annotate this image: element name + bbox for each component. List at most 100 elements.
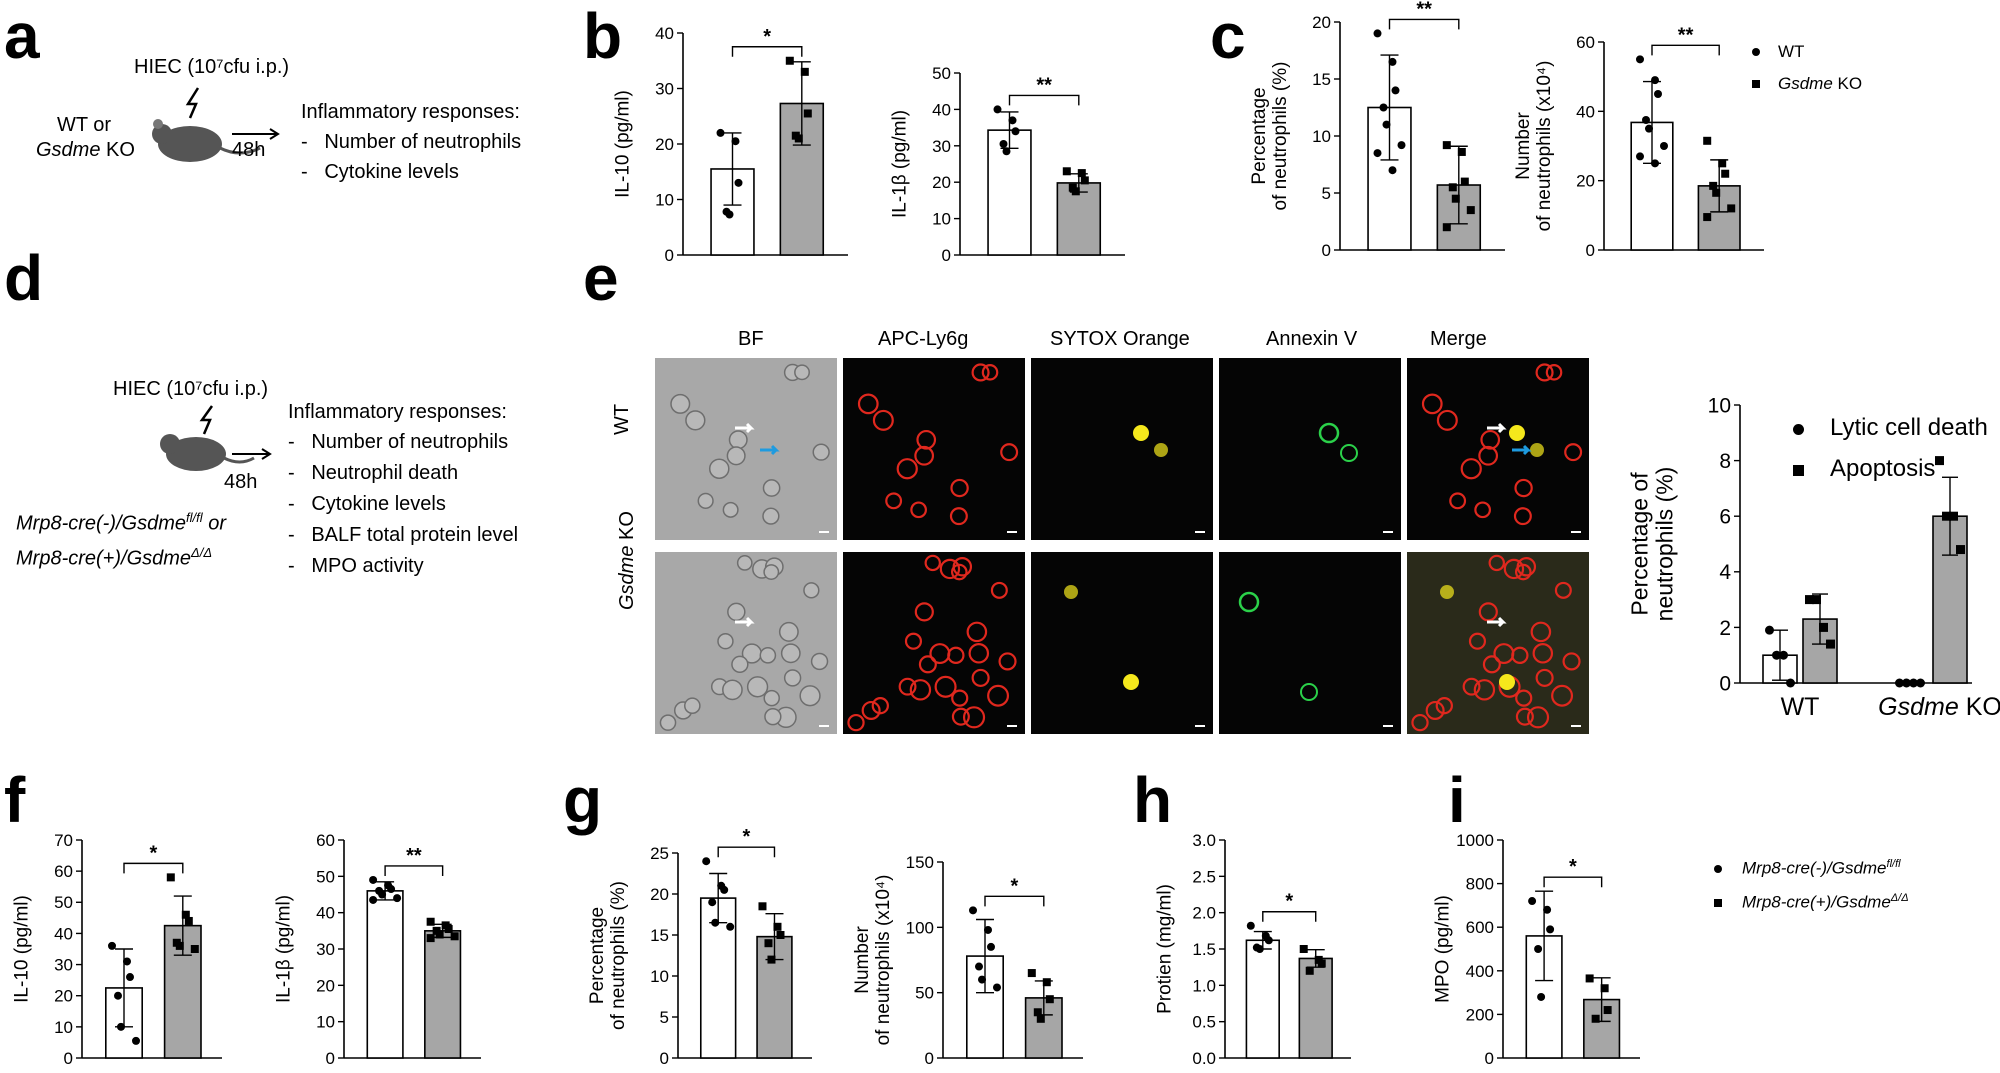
cell <box>981 364 999 381</box>
y-tick-label: 20 <box>1576 172 1595 191</box>
cell <box>762 507 780 525</box>
y-tick-label: 50 <box>54 893 73 912</box>
micrograph-background <box>1407 358 1589 540</box>
data-point <box>1786 678 1795 688</box>
data-point <box>1603 1006 1612 1015</box>
chart-c2: 0 20 40 60 Numberof neutrophils (x10⁴) ** <box>1513 24 1764 260</box>
significance-bracket <box>1388 18 1460 30</box>
y-axis-label: IL-10 (pg/ml) <box>613 90 634 198</box>
y-tick-label: 60 <box>1576 33 1595 52</box>
y-axis-label: Percentageof neutrophils (%) <box>587 881 629 1030</box>
cell <box>968 643 990 664</box>
significance-bracket <box>384 865 444 876</box>
bar <box>1245 939 1280 1059</box>
micrograph <box>655 358 837 540</box>
data-point <box>731 137 740 146</box>
column-label: SYTOX Orange <box>1050 328 1190 350</box>
data-point <box>166 873 175 882</box>
annexin-cell <box>1340 444 1358 462</box>
y-tick-label: 70 <box>54 831 73 850</box>
data-point <box>369 895 378 904</box>
y-tick-label: 40 <box>655 24 674 43</box>
data-point <box>1651 159 1659 168</box>
y-tick-label: 20 <box>316 976 335 995</box>
y-tick-label: 2 <box>1719 617 1731 640</box>
chart-f2: 0 10 20 30 40 50 60 IL-1β (pg/ml) ** <box>274 831 481 1068</box>
y-tick-label: 10 <box>316 1013 335 1032</box>
bar <box>1298 957 1333 1059</box>
column-label: BF <box>738 328 764 350</box>
responses-title: Inflammatory responses: <box>301 101 520 123</box>
data-point <box>1537 992 1546 1001</box>
cell <box>950 478 969 498</box>
y-axis-label-line: neutrophils (%) <box>1652 467 1678 622</box>
y-tick-label: 50 <box>316 867 335 886</box>
data-point <box>175 941 184 950</box>
data-point <box>369 875 378 884</box>
dead-cell <box>1064 585 1078 599</box>
y-tick-label: 0 <box>1586 241 1595 260</box>
legend-label-wt: WT <box>1778 42 1805 61</box>
chart-b1: 0 10 20 30 40 IL-10 (pg/ml) * <box>613 24 848 265</box>
legend-label-apoptosis: Apoptosis <box>1830 455 1936 482</box>
data-point <box>803 109 812 118</box>
y-axis-label-line: IL-1β (pg/ml) <box>890 110 911 218</box>
y-tick-label: 5 <box>660 1008 669 1027</box>
cell <box>966 621 988 643</box>
panel-letter-f: f <box>4 764 26 836</box>
micrograph-background <box>1031 358 1213 540</box>
micrograph <box>1219 358 1401 540</box>
y-tick-label: 40 <box>316 904 335 923</box>
cell <box>763 689 780 707</box>
data-point <box>1379 103 1388 112</box>
mouse-label-line1: WT or <box>57 114 112 136</box>
significance-label: ** <box>1036 74 1052 96</box>
cell <box>780 643 801 664</box>
y-axis-label-line: Protien (mg/ml) <box>1155 884 1176 1014</box>
cell <box>1532 643 1554 664</box>
y-tick-label: 60 <box>316 831 335 850</box>
panel-letter-c: c <box>1210 0 1246 72</box>
panel-letter-a: a <box>4 0 40 72</box>
data-point <box>1008 116 1017 125</box>
arrow-icon <box>1487 616 1507 628</box>
legend-label-delta: Mrp8-cre(+)/GsdmeΔ/Δ <box>1742 892 1909 912</box>
response-item: - Cytokine levels <box>288 493 446 515</box>
micrograph <box>1407 552 1589 734</box>
cell <box>1545 364 1563 381</box>
dead-cell <box>1123 674 1139 690</box>
cell <box>763 564 780 580</box>
y-axis-label-line: Percentage <box>587 907 608 1004</box>
significance-bracket <box>1651 44 1720 56</box>
y-axis-label: Protien (mg/ml) <box>1155 884 1176 1014</box>
y-tick-label: 20 <box>650 885 669 904</box>
data-point <box>702 857 711 866</box>
cell <box>726 446 746 466</box>
cell <box>1000 443 1019 462</box>
cell <box>1468 632 1487 650</box>
dead-cell <box>1154 443 1168 457</box>
data-point <box>378 890 387 899</box>
y-tick-label: 1000 <box>1456 831 1494 850</box>
y-tick-label: 30 <box>932 137 951 156</box>
y-axis-label-line: of neutrophils (x10⁴) <box>1534 61 1555 232</box>
data-point <box>1255 945 1264 953</box>
y-tick-label: 20 <box>932 173 951 192</box>
data-point <box>984 925 992 934</box>
data-point <box>1645 124 1653 133</box>
cell <box>910 501 927 519</box>
data-point <box>1642 116 1650 124</box>
y-tick-label: 8 <box>1719 450 1731 473</box>
data-point <box>1949 511 1958 521</box>
data-point <box>1718 159 1727 168</box>
y-tick-label: 15 <box>1312 70 1331 89</box>
data-point <box>1779 650 1788 660</box>
x-tick-label-italic: Gsdme <box>1878 693 1959 721</box>
cell <box>736 555 753 571</box>
cell <box>871 697 889 715</box>
cell <box>990 581 1008 599</box>
cell <box>950 563 968 581</box>
cell <box>1460 458 1482 480</box>
data-point <box>1709 181 1718 190</box>
response-item: - Number of neutrophils <box>288 431 509 453</box>
